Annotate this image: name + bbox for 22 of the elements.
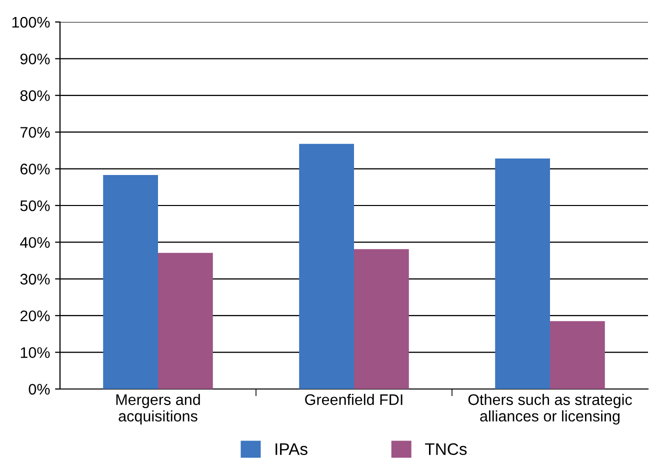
bar — [354, 249, 409, 389]
x-tick-label: Mergers and acquisitions — [116, 394, 200, 425]
y-tick-label: 60% — [20, 164, 50, 174]
y-tick-label: 50% — [20, 200, 50, 212]
bar — [158, 252, 213, 389]
bar — [103, 175, 158, 389]
y-tick-label: 20% — [20, 310, 50, 322]
y-tick-label: 100% — [12, 16, 50, 28]
y-tick-label: 70% — [20, 126, 50, 138]
y-tick-label: 80% — [20, 90, 50, 102]
x-tick-label: Others such as strategic alliances or licensing — [468, 394, 632, 425]
y-tick-label: 10% — [20, 347, 50, 358]
legend-label: TNCs — [425, 443, 467, 456]
x-tick-label: Greenfield FDI — [305, 394, 402, 406]
bar — [550, 321, 605, 389]
bar — [495, 158, 550, 389]
y-tick-label: 40% — [20, 237, 50, 248]
legend-label: IPAs — [276, 443, 308, 456]
y-tick-label: 30% — [20, 274, 50, 285]
y-tick-label: 0% — [28, 384, 50, 395]
bar — [299, 144, 354, 389]
y-tick-label: 90% — [20, 54, 50, 64]
